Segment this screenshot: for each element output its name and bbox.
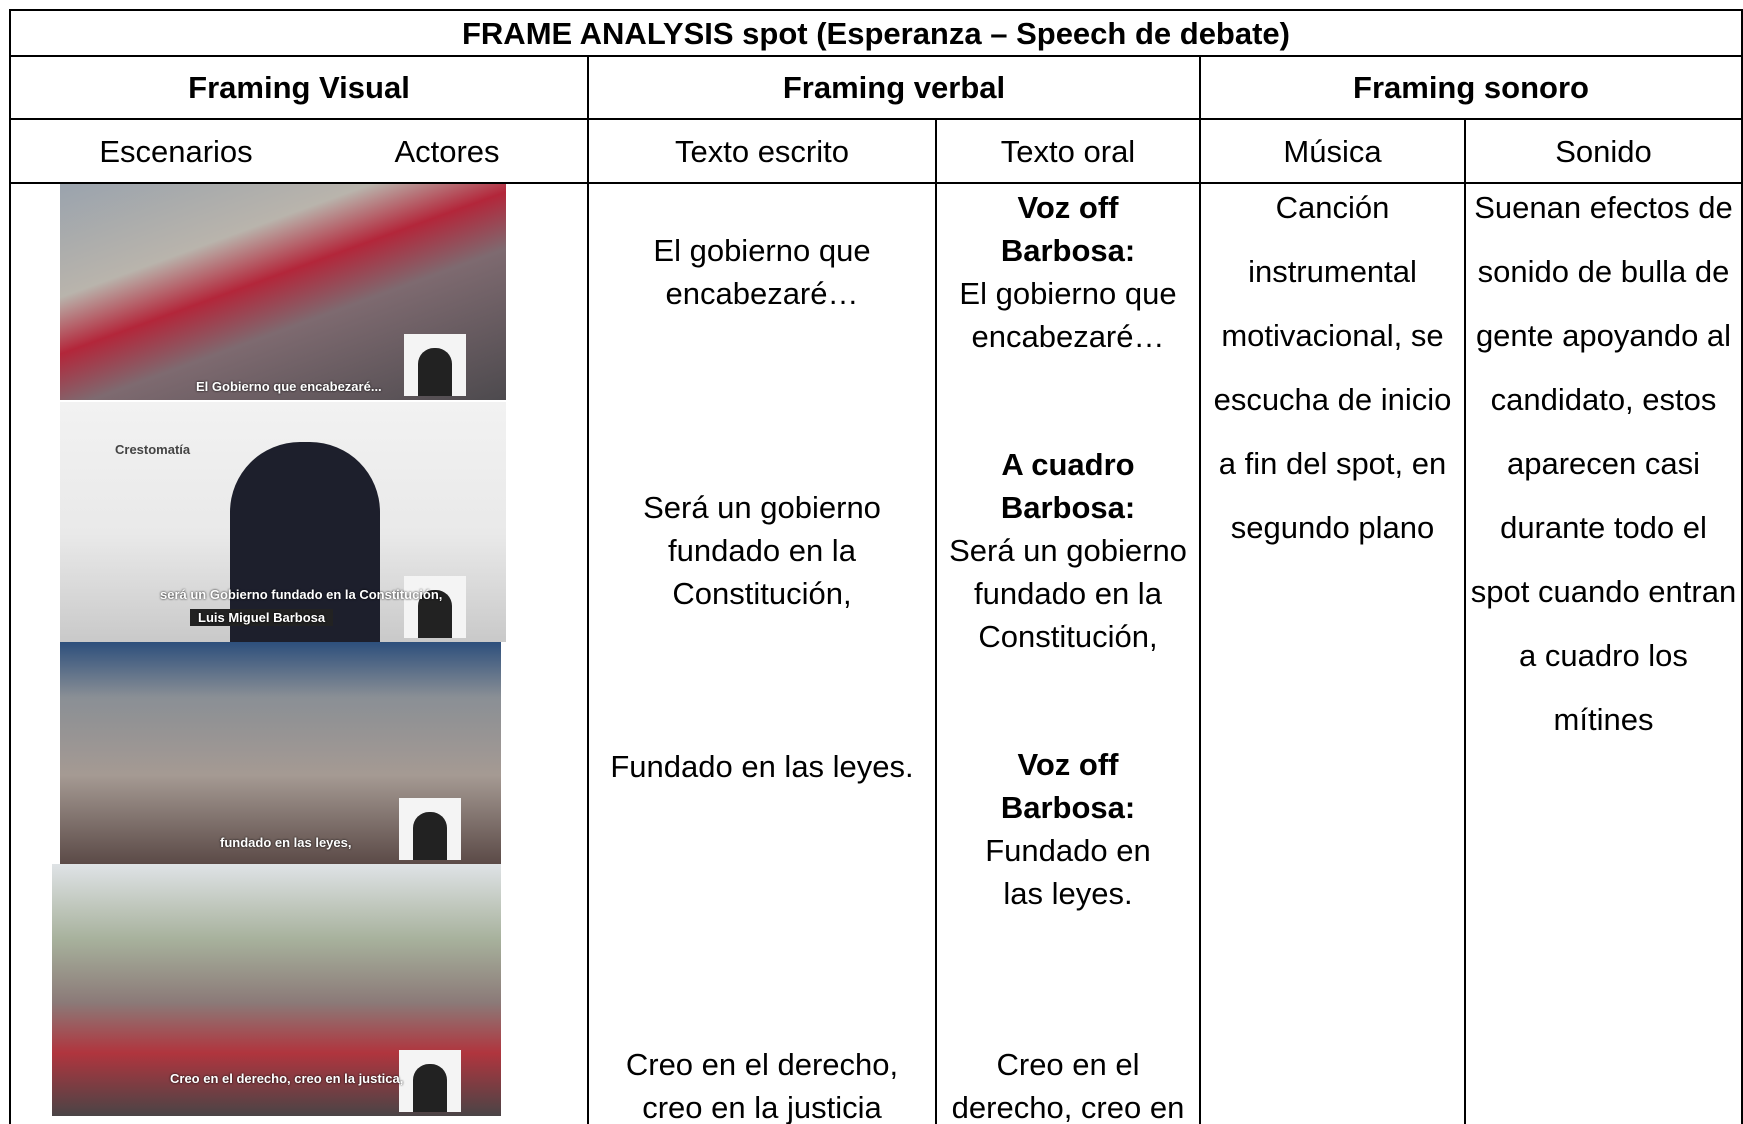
written-text: Creo en el derecho, creo en la justicia bbox=[625, 1047, 899, 1124]
oral-line: Creo en el derecho, creo en bbox=[951, 1047, 1185, 1124]
sound-text: Suenan efectos de sonido de bulla de gen… bbox=[1470, 190, 1737, 737]
speaker-label: Voz off Barbosa: bbox=[1000, 747, 1136, 825]
border bbox=[9, 118, 1743, 120]
written-text: Fundado en las leyes. bbox=[610, 749, 914, 784]
border bbox=[9, 9, 11, 1124]
header: Framing Visual bbox=[188, 70, 410, 105]
screenshot: El Gobierno que encabezaré... bbox=[60, 184, 506, 400]
border bbox=[935, 118, 937, 1124]
speaker bbox=[230, 442, 380, 642]
border bbox=[9, 55, 1743, 57]
oral-line: Fundado en las leyes. bbox=[985, 833, 1151, 911]
border bbox=[1199, 55, 1201, 1124]
subheader: Texto oral bbox=[1000, 134, 1136, 169]
music-text: Canción instrumental motivacional, se es… bbox=[1213, 190, 1452, 545]
border bbox=[587, 55, 589, 1124]
caption: Creo en el derecho, creo en la justica, bbox=[170, 1071, 404, 1086]
written-text: El gobierno que encabezaré… bbox=[653, 233, 871, 311]
speaker-label: A cuadro Barbosa: bbox=[1000, 447, 1136, 525]
oral-text: Creo en el derecho, creo en bbox=[947, 1043, 1189, 1124]
border bbox=[1464, 118, 1466, 1124]
oral-line: Será un gobierno fundado en la Constituc… bbox=[949, 533, 1187, 654]
interpreter bbox=[399, 798, 461, 860]
screenshot: fundado en las leyes, bbox=[60, 642, 501, 864]
speaker-label: Voz off Barbosa: bbox=[1000, 190, 1136, 268]
table-title: FRAME ANALYSIS spot (Esperanza – Speech … bbox=[461, 16, 1290, 51]
caption: Crestomatía bbox=[115, 442, 191, 457]
interpreter bbox=[399, 1050, 461, 1112]
caption: será un Gobierno fundado en la Constituc… bbox=[160, 587, 443, 602]
caption: El Gobierno que encabezaré... bbox=[196, 379, 382, 394]
subheader: Actores bbox=[394, 134, 500, 169]
oral-text: Voz off Barbosa: El gobierno que encabez… bbox=[947, 186, 1189, 358]
screenshot: Crestomatía será un Gobierno fundado en … bbox=[60, 402, 506, 642]
oral-text: Voz off Barbosa: Fundado en las leyes. bbox=[947, 743, 1189, 915]
caption: fundado en las leyes, bbox=[220, 835, 352, 850]
border bbox=[9, 9, 1743, 11]
header: Framing sonoro bbox=[1353, 70, 1589, 105]
header: Framing verbal bbox=[782, 70, 1006, 105]
oral-text: A cuadro Barbosa: Será un gobierno funda… bbox=[947, 443, 1189, 658]
written-text: Será un gobierno fundado en la Constituc… bbox=[643, 490, 881, 611]
caption: Luis Miguel Barbosa bbox=[190, 609, 334, 626]
subheader: Música bbox=[1283, 134, 1382, 169]
interpreter bbox=[404, 576, 466, 638]
oral-line: El gobierno que encabezaré… bbox=[959, 276, 1177, 354]
subheader: Texto escrito bbox=[674, 134, 849, 169]
screenshot: Creo en el derecho, creo en la justica, bbox=[52, 864, 501, 1116]
interpreter bbox=[404, 334, 466, 396]
border bbox=[1741, 9, 1743, 1124]
subheader: Sonido bbox=[1555, 134, 1652, 169]
border bbox=[9, 182, 1743, 184]
subheader: Escenarios bbox=[99, 134, 253, 169]
